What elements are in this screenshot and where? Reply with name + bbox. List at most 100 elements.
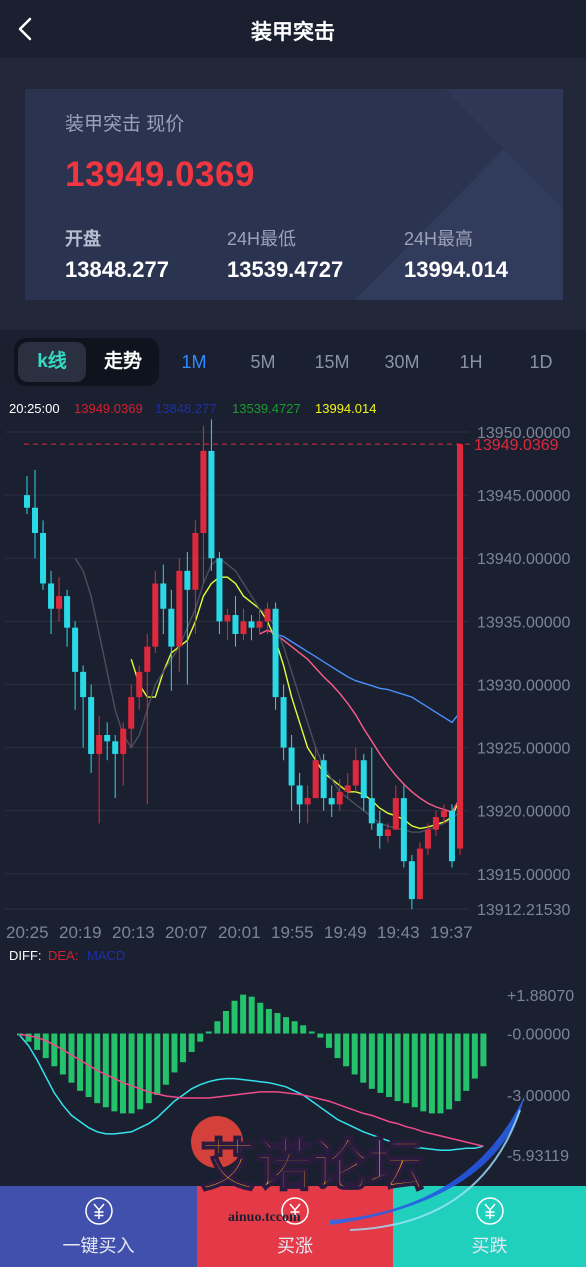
candle xyxy=(384,823,391,843)
current-price-label: 13949.0369 xyxy=(474,437,559,454)
high-value: 13994.014 xyxy=(404,257,508,282)
candle-body xyxy=(280,697,287,748)
back-icon[interactable] xyxy=(14,15,38,43)
macd-bar xyxy=(77,1033,84,1091)
y-tick-label: 13912.21530 xyxy=(477,902,571,919)
macd-bar xyxy=(377,1033,384,1093)
buy-up-label: 买涨 xyxy=(277,1236,313,1256)
candle-body xyxy=(344,785,351,792)
macd-bar xyxy=(162,1033,169,1085)
open-stat: 开盘 13848.277 xyxy=(65,225,169,283)
candle-body xyxy=(48,583,55,609)
candle xyxy=(112,734,119,799)
candle xyxy=(440,804,447,824)
macd-bar xyxy=(437,1033,444,1114)
candle xyxy=(400,785,407,868)
candle-body xyxy=(456,444,463,849)
period-1m[interactable]: 1M xyxy=(181,352,207,372)
macd-bar xyxy=(480,1033,487,1067)
macd-bar xyxy=(428,1033,435,1114)
macd-bar xyxy=(171,1033,178,1073)
candle-body xyxy=(208,450,215,559)
candle xyxy=(256,608,263,634)
watermark-text: 艾诺论坛 xyxy=(200,1134,424,1199)
candle-body xyxy=(184,570,191,590)
candle xyxy=(56,577,63,622)
macd-y-label: -0.00000 xyxy=(507,1027,570,1044)
candle xyxy=(136,665,143,710)
tab-kline[interactable]: k线 xyxy=(18,342,86,382)
candle xyxy=(120,722,127,786)
macd-bar xyxy=(94,1033,101,1104)
top-bar: 装甲突击 xyxy=(0,0,586,58)
ohlc-open: 13848.277 xyxy=(155,401,216,416)
macd-bar xyxy=(197,1033,204,1042)
y-tick-label: 13940.00000 xyxy=(477,551,571,568)
macd-bar xyxy=(240,994,247,1034)
candle-body xyxy=(24,495,30,508)
x-tick-label: 19:37 xyxy=(430,923,473,942)
x-tick-label: 19:49 xyxy=(324,923,367,942)
candle xyxy=(408,854,415,910)
candle-body xyxy=(272,608,279,698)
macd-diff-line xyxy=(19,1035,484,1152)
yuan-icon xyxy=(475,1196,505,1231)
tab-trend[interactable]: 走势 xyxy=(103,351,142,372)
ma-line-2 xyxy=(275,633,461,724)
macd-bar xyxy=(214,1021,221,1034)
candle-body xyxy=(376,823,383,836)
candle-body xyxy=(336,791,343,805)
macd-bar xyxy=(25,1033,32,1042)
high-stat: 24H最高 13994.014 xyxy=(404,225,508,283)
macd-bar xyxy=(454,1033,461,1102)
candle xyxy=(128,684,135,748)
candle-body xyxy=(416,848,423,900)
y-tick-label: 13945.00000 xyxy=(477,488,571,505)
watermark-logo: 艾诺论坛 ainuo.tccom xyxy=(191,1095,525,1231)
period-5m[interactable]: 5M xyxy=(250,352,276,372)
x-tick-label: 19:55 xyxy=(271,923,314,942)
macd-bar xyxy=(325,1033,332,1048)
period-1h[interactable]: 1H xyxy=(459,352,483,372)
macd-bar xyxy=(248,996,255,1034)
macd-bar xyxy=(42,1033,49,1059)
candle-body xyxy=(112,741,119,754)
period-1d[interactable]: 1D xyxy=(529,352,553,372)
candle xyxy=(320,753,327,811)
candle xyxy=(456,444,463,855)
macd-bar xyxy=(180,1033,187,1063)
kline-chart[interactable]: 13950.00000 13945.00000 13940.00000 13935.0… xyxy=(0,395,586,1186)
y-tick-label: 13930.00000 xyxy=(477,677,571,694)
macd-bar xyxy=(394,1033,401,1102)
candle-body xyxy=(128,697,135,729)
ohlc-high: 13994.014 xyxy=(315,401,376,416)
candle xyxy=(352,747,359,792)
candle-body xyxy=(80,671,87,698)
chart-canvas: 13950.00000 13945.00000 13940.00000 13935.0… xyxy=(5,401,574,1165)
candle xyxy=(336,779,343,811)
ma-line-3 xyxy=(74,557,461,833)
macd-bar xyxy=(59,1033,66,1075)
period-15m[interactable]: 15M xyxy=(314,352,350,372)
macd-bar xyxy=(411,1033,418,1108)
macd-bar xyxy=(145,1033,152,1104)
candle-body xyxy=(144,646,151,672)
buy-up-button[interactable]: 买涨 xyxy=(197,1186,393,1267)
candle-body xyxy=(176,570,183,647)
yuan-icon xyxy=(84,1196,114,1231)
candle xyxy=(360,753,367,811)
period-30m[interactable]: 30M xyxy=(384,352,420,372)
candle-body xyxy=(88,697,95,754)
candle xyxy=(216,551,223,634)
y-tick-label: 13925.00000 xyxy=(477,741,571,758)
macd-bar xyxy=(463,1033,470,1091)
candle-body xyxy=(136,671,143,698)
candle-body xyxy=(168,608,175,647)
candle-body xyxy=(248,621,255,628)
y-tick-label: 13935.00000 xyxy=(477,614,571,631)
buy-one-click-button[interactable]: 一键买入 xyxy=(0,1186,197,1267)
candle xyxy=(344,772,351,799)
candle xyxy=(304,785,311,824)
low-stat: 24H最低 13539.4727 xyxy=(227,225,343,283)
candle-body xyxy=(264,608,271,622)
